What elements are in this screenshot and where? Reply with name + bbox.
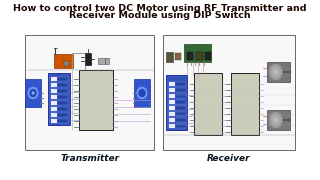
Bar [51,107,57,111]
Text: How to control two DC Motor using RF Transmitter and: How to control two DC Motor using RF Tra… [13,4,307,13]
Bar [134,79,150,107]
Bar [169,82,175,85]
Bar [50,89,68,93]
Bar [50,100,68,105]
Bar [267,62,290,82]
Bar [51,83,57,87]
Circle shape [274,69,278,75]
Bar [194,73,222,135]
Bar [50,112,68,117]
Text: Receiver: Receiver [207,154,251,163]
Bar [168,111,186,116]
Bar [78,70,113,130]
Bar [169,124,175,127]
Text: Transmitter: Transmitter [60,154,119,163]
Circle shape [274,118,278,123]
Bar [169,88,175,91]
Circle shape [30,89,36,97]
Bar [169,94,175,98]
Bar [25,79,41,107]
Bar [168,100,186,104]
Bar [64,61,69,66]
Bar [50,118,68,123]
Bar [196,52,203,60]
Circle shape [271,66,281,78]
Bar [169,106,175,109]
Bar [98,58,108,64]
Circle shape [139,89,145,97]
Circle shape [137,87,147,99]
Bar [168,105,186,110]
Bar [267,110,290,130]
Bar [168,82,186,86]
Bar [25,35,154,150]
Bar [50,82,68,87]
Bar [51,77,57,80]
Bar [168,87,186,92]
Bar [54,54,73,68]
Bar [50,94,68,99]
Bar [166,52,173,62]
Circle shape [28,87,38,99]
Bar [169,112,175,116]
Circle shape [269,64,283,80]
Bar [51,89,57,93]
Bar [50,107,68,111]
Bar [51,113,57,116]
Bar [51,95,57,98]
Bar [204,52,212,60]
Bar [169,118,175,122]
Bar [50,76,68,81]
Bar [168,123,186,128]
Bar [168,93,186,98]
Bar [175,53,180,60]
Bar [84,53,91,65]
Bar [184,44,212,62]
Bar [168,118,186,122]
Bar [51,119,57,123]
Bar [49,73,70,125]
Bar [187,52,194,60]
Text: Receiver Module using DIP Switch: Receiver Module using DIP Switch [69,11,251,20]
Circle shape [271,114,281,125]
Circle shape [269,112,283,128]
Bar [163,35,295,150]
Bar [166,75,188,130]
Bar [169,100,175,104]
Bar [231,73,259,135]
Circle shape [32,91,34,94]
Bar [51,101,57,105]
